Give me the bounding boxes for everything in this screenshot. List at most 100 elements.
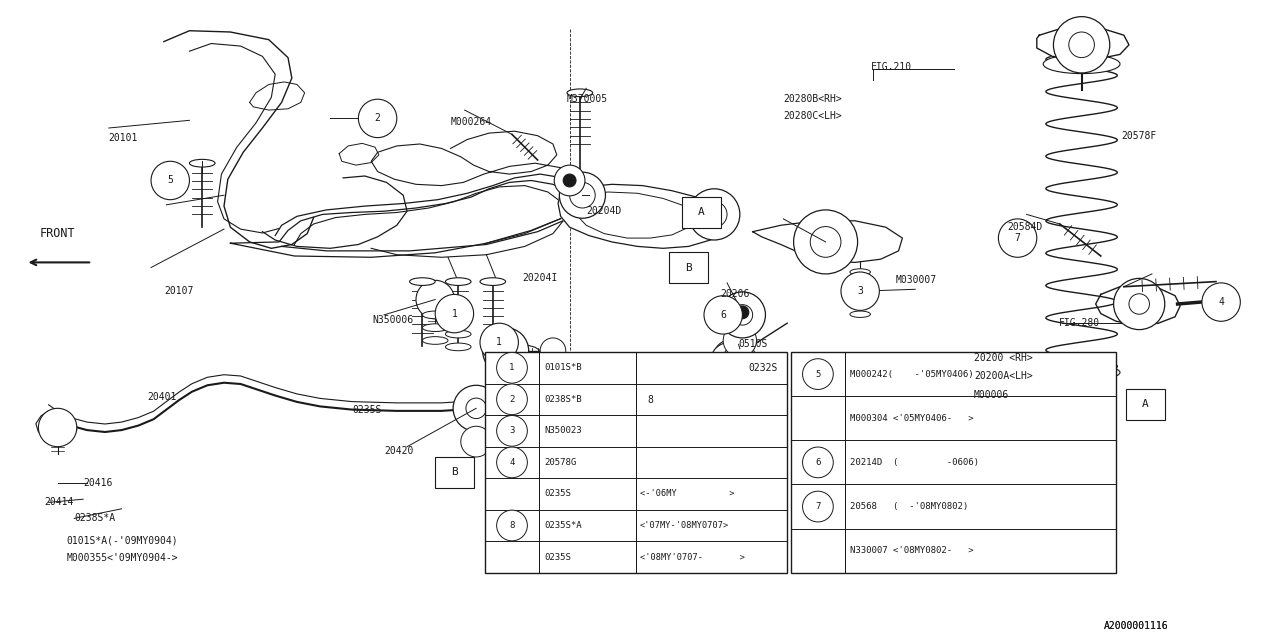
Circle shape bbox=[689, 189, 740, 240]
Circle shape bbox=[803, 358, 833, 389]
Text: 20578F: 20578F bbox=[1121, 131, 1157, 141]
Circle shape bbox=[719, 292, 765, 338]
Circle shape bbox=[358, 99, 397, 138]
Circle shape bbox=[495, 340, 516, 361]
Text: M000242(    -'05MY0406): M000242( -'05MY0406) bbox=[850, 369, 974, 379]
Text: A2000001116: A2000001116 bbox=[1103, 621, 1167, 631]
Text: 20204D: 20204D bbox=[586, 206, 622, 216]
Circle shape bbox=[794, 210, 858, 274]
Text: 0101S*B: 0101S*B bbox=[544, 364, 581, 372]
Text: 8: 8 bbox=[648, 395, 653, 405]
Text: 5: 5 bbox=[815, 369, 820, 379]
Circle shape bbox=[570, 182, 595, 208]
Text: FIG.210: FIG.210 bbox=[870, 62, 911, 72]
Circle shape bbox=[701, 202, 727, 227]
Text: M000264: M000264 bbox=[451, 116, 492, 127]
Bar bbox=[682, 197, 721, 228]
Text: 4: 4 bbox=[509, 458, 515, 467]
Text: 5: 5 bbox=[168, 175, 173, 186]
Text: 20584D: 20584D bbox=[1007, 222, 1043, 232]
Circle shape bbox=[841, 272, 879, 310]
Text: 3: 3 bbox=[858, 286, 863, 296]
Text: FRONT: FRONT bbox=[40, 227, 76, 240]
Circle shape bbox=[554, 165, 585, 196]
Polygon shape bbox=[1096, 285, 1180, 325]
Ellipse shape bbox=[1043, 54, 1120, 74]
Text: N350023: N350023 bbox=[544, 426, 581, 435]
Text: 0235S: 0235S bbox=[544, 490, 571, 499]
Text: 0235S: 0235S bbox=[352, 404, 381, 415]
Text: 20568   (  -'08MY0802): 20568 ( -'08MY0802) bbox=[850, 502, 968, 511]
Ellipse shape bbox=[850, 269, 870, 275]
Text: 20280C<LH>: 20280C<LH> bbox=[783, 111, 842, 122]
Circle shape bbox=[497, 510, 527, 541]
Text: M030007: M030007 bbox=[896, 275, 937, 285]
Text: 20101: 20101 bbox=[109, 132, 138, 143]
Text: 20206: 20206 bbox=[721, 289, 750, 300]
Ellipse shape bbox=[850, 311, 870, 317]
Polygon shape bbox=[1037, 27, 1129, 60]
Text: A: A bbox=[698, 207, 705, 218]
Text: <'07MY-'08MY0707>: <'07MY-'08MY0707> bbox=[640, 521, 730, 530]
Text: 1: 1 bbox=[509, 364, 515, 372]
Text: 20578G: 20578G bbox=[544, 458, 576, 467]
Text: 20414: 20414 bbox=[45, 497, 74, 508]
Text: 20401: 20401 bbox=[147, 392, 177, 402]
Circle shape bbox=[497, 447, 527, 477]
Ellipse shape bbox=[445, 343, 471, 351]
Bar bbox=[435, 457, 474, 488]
Ellipse shape bbox=[445, 278, 471, 285]
Text: N350006: N350006 bbox=[372, 315, 413, 325]
Circle shape bbox=[483, 328, 529, 374]
Ellipse shape bbox=[567, 89, 593, 97]
Circle shape bbox=[723, 362, 756, 396]
Ellipse shape bbox=[445, 317, 471, 325]
Text: B: B bbox=[451, 467, 458, 477]
Text: A2000001116: A2000001116 bbox=[1103, 621, 1167, 631]
Text: B: B bbox=[685, 262, 692, 273]
Circle shape bbox=[559, 172, 605, 218]
Bar bbox=[669, 252, 708, 283]
Circle shape bbox=[998, 219, 1037, 257]
Text: 7: 7 bbox=[1015, 233, 1020, 243]
Text: 8: 8 bbox=[509, 521, 515, 530]
Circle shape bbox=[151, 161, 189, 200]
Circle shape bbox=[723, 324, 756, 357]
Circle shape bbox=[732, 305, 753, 325]
Circle shape bbox=[727, 297, 758, 328]
Text: M000355<'09MY0904->: M000355<'09MY0904-> bbox=[67, 553, 178, 563]
Circle shape bbox=[631, 381, 669, 419]
Bar bbox=[485, 352, 787, 573]
Text: 20204I: 20204I bbox=[522, 273, 558, 284]
Text: 0232S: 0232S bbox=[749, 363, 778, 373]
Text: 0238S*B: 0238S*B bbox=[544, 395, 581, 404]
Text: 1: 1 bbox=[497, 337, 502, 348]
Text: 20214D  (         -0606): 20214D ( -0606) bbox=[850, 458, 979, 467]
Circle shape bbox=[497, 353, 527, 383]
Circle shape bbox=[1202, 283, 1240, 321]
Text: 0101S*A(-'09MY0904): 0101S*A(-'09MY0904) bbox=[67, 536, 178, 546]
Circle shape bbox=[540, 338, 566, 364]
Text: A: A bbox=[1142, 399, 1149, 410]
Circle shape bbox=[704, 296, 742, 334]
Text: 20420: 20420 bbox=[384, 446, 413, 456]
Circle shape bbox=[736, 306, 749, 319]
Circle shape bbox=[1129, 294, 1149, 314]
Circle shape bbox=[803, 447, 833, 477]
Circle shape bbox=[38, 408, 77, 447]
Text: 0510S: 0510S bbox=[739, 339, 768, 349]
Text: 2: 2 bbox=[375, 113, 380, 124]
Text: FIG.280: FIG.280 bbox=[1059, 318, 1100, 328]
Text: 6: 6 bbox=[815, 458, 820, 467]
Ellipse shape bbox=[422, 311, 448, 319]
Circle shape bbox=[713, 339, 751, 378]
Text: 0238S*A: 0238S*A bbox=[74, 513, 115, 524]
Circle shape bbox=[723, 343, 756, 376]
Bar bbox=[791, 352, 1116, 573]
Circle shape bbox=[1114, 278, 1165, 330]
Polygon shape bbox=[230, 180, 576, 257]
Text: <-'06MY          >: <-'06MY > bbox=[640, 490, 735, 499]
Ellipse shape bbox=[445, 330, 471, 338]
Text: 20280B<RH>: 20280B<RH> bbox=[783, 94, 842, 104]
Text: 0235S: 0235S bbox=[544, 552, 571, 561]
